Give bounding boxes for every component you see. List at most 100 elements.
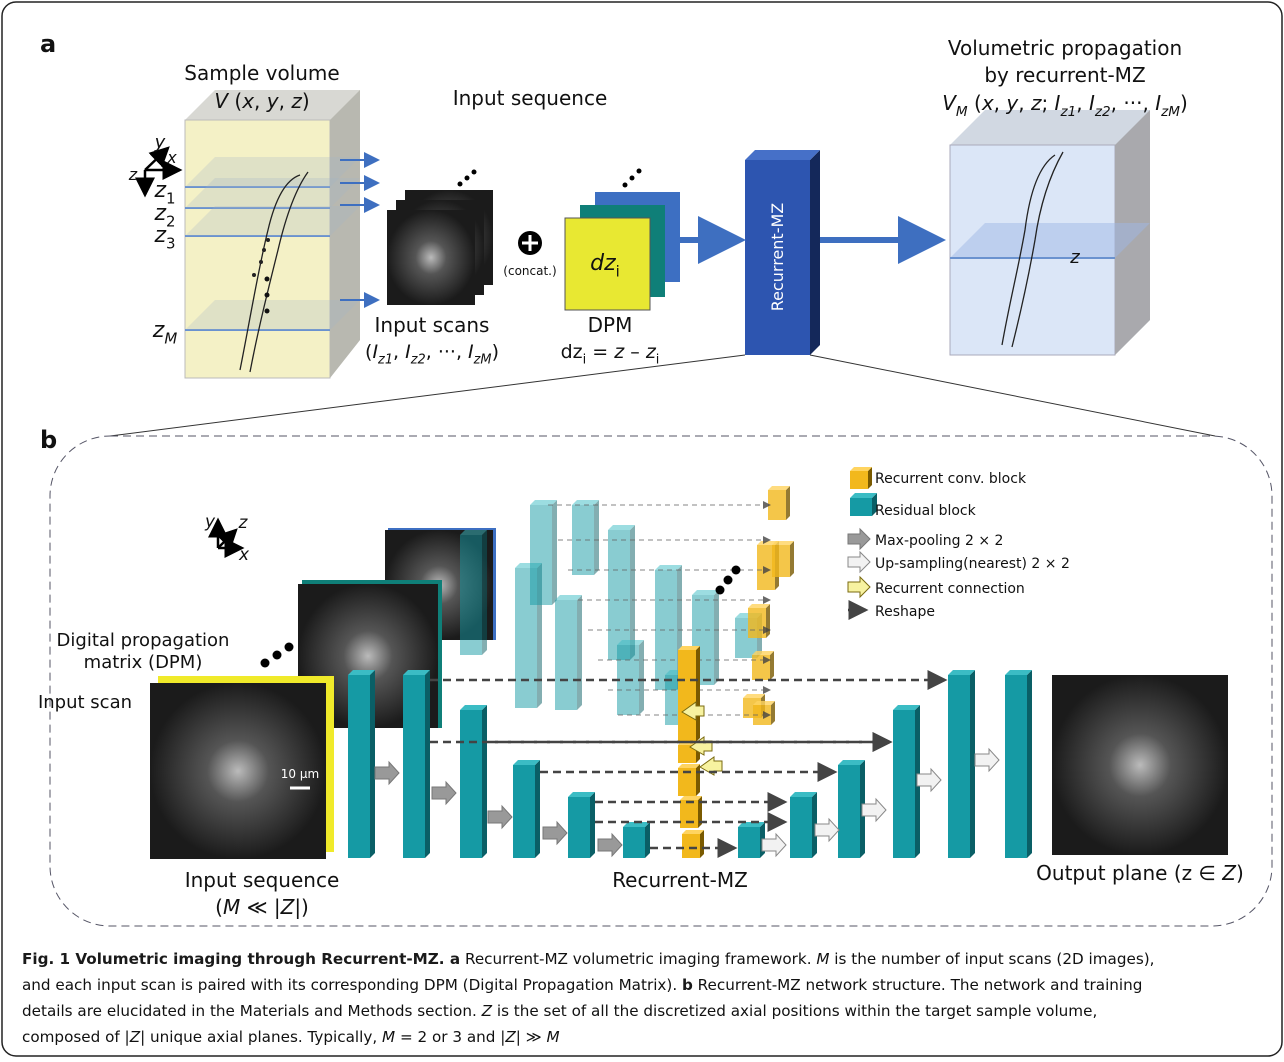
block bbox=[608, 525, 635, 660]
block-side bbox=[970, 670, 975, 858]
text-run: ( bbox=[968, 91, 982, 115]
block bbox=[748, 604, 770, 638]
block-front bbox=[348, 675, 370, 858]
text-run: z bbox=[152, 318, 165, 343]
block bbox=[403, 670, 430, 858]
text-run: details are elucidated in the Materials … bbox=[22, 1002, 482, 1020]
block-front bbox=[850, 498, 872, 516]
upsample-arrow bbox=[917, 769, 941, 791]
block bbox=[513, 760, 540, 858]
label: Input sequence bbox=[185, 868, 340, 892]
block bbox=[948, 670, 975, 858]
pool-arrow bbox=[543, 822, 567, 844]
block bbox=[850, 493, 877, 516]
block-side bbox=[790, 541, 794, 577]
output-image bbox=[1052, 675, 1228, 855]
label: DPM bbox=[588, 313, 633, 337]
text-run: , bbox=[254, 89, 267, 113]
block bbox=[572, 500, 599, 575]
block-side bbox=[535, 760, 540, 858]
block bbox=[617, 640, 644, 715]
dot bbox=[262, 248, 266, 252]
dot bbox=[259, 260, 263, 264]
block-side bbox=[425, 670, 430, 858]
dot bbox=[637, 169, 642, 174]
block-front bbox=[682, 834, 700, 858]
pool-arrow bbox=[848, 529, 870, 549]
dot bbox=[265, 293, 270, 298]
panel-label: b bbox=[40, 426, 57, 454]
text-run: ) bbox=[302, 89, 310, 113]
block-front bbox=[403, 675, 425, 858]
block bbox=[838, 760, 865, 858]
block-front bbox=[838, 765, 860, 858]
dot bbox=[261, 659, 270, 668]
text-run: M bbox=[546, 1028, 559, 1046]
text-run: ( bbox=[215, 895, 223, 919]
upsample-arrow bbox=[815, 819, 839, 841]
text-run: Z bbox=[1221, 861, 1237, 885]
formula: (M ≪ |Z|) bbox=[215, 895, 309, 919]
text-run: z2 bbox=[410, 353, 426, 368]
caption-line: and each input scan is paired with its c… bbox=[22, 976, 1142, 994]
upsample-arrow bbox=[862, 799, 886, 821]
block bbox=[682, 830, 704, 858]
block-side bbox=[594, 500, 599, 575]
text-run: 1 bbox=[166, 190, 176, 208]
label: x bbox=[238, 545, 250, 565]
network-block-side bbox=[810, 150, 820, 355]
zoom-line bbox=[810, 355, 1215, 436]
formula: dzi = z – zi bbox=[561, 341, 660, 368]
block-front bbox=[948, 675, 970, 858]
text-run: M bbox=[816, 950, 829, 968]
dot bbox=[732, 566, 741, 575]
recurrent-arrow bbox=[848, 577, 870, 597]
pool-arrow bbox=[488, 806, 512, 828]
block-front bbox=[738, 827, 760, 858]
caption-line: details are elucidated in the Materials … bbox=[22, 1002, 1097, 1020]
text-run: z1 bbox=[1059, 104, 1076, 120]
text-run: a bbox=[445, 950, 461, 968]
block bbox=[893, 705, 920, 858]
block bbox=[850, 467, 872, 489]
upsample-arrow bbox=[848, 552, 870, 572]
label: Volumetric propagation bbox=[948, 36, 1182, 60]
text-run: Output plane (z ∈ bbox=[1036, 861, 1222, 885]
text-run: z bbox=[290, 89, 302, 113]
text-run: M bbox=[164, 330, 177, 348]
block-front bbox=[772, 545, 790, 577]
label: matrix (DPM) bbox=[84, 652, 203, 673]
block bbox=[623, 822, 650, 858]
pool-arrow bbox=[432, 782, 456, 804]
block-side bbox=[590, 792, 595, 858]
block bbox=[348, 670, 375, 858]
block bbox=[1005, 670, 1032, 858]
text-run: b bbox=[682, 976, 693, 994]
text-run: i bbox=[616, 263, 620, 281]
legend-label: Recurrent connection bbox=[875, 581, 1025, 597]
block-side bbox=[714, 590, 719, 685]
block bbox=[768, 486, 790, 520]
decorations bbox=[50, 90, 1272, 926]
plane-tint bbox=[185, 178, 360, 208]
dot bbox=[472, 170, 477, 175]
text-run: Recurrent-MZ volumetric imaging framewor… bbox=[460, 950, 816, 968]
label: by recurrent-MZ bbox=[984, 63, 1145, 87]
label: Recurrent-MZ bbox=[612, 868, 748, 892]
label: Input scan bbox=[38, 692, 132, 713]
legend-label: Residual block bbox=[875, 503, 977, 519]
dot bbox=[630, 176, 635, 181]
text-run: M bbox=[382, 1028, 395, 1046]
plane-tint bbox=[185, 300, 360, 330]
block-side bbox=[696, 646, 700, 742]
pool-arrow bbox=[598, 834, 622, 856]
text-run: x bbox=[241, 89, 254, 113]
upsample-arrow bbox=[975, 749, 999, 771]
text-run: zM bbox=[473, 353, 492, 368]
text-run: M bbox=[956, 104, 968, 120]
block bbox=[530, 500, 557, 605]
block-front bbox=[530, 505, 552, 605]
block-front bbox=[893, 710, 915, 858]
text-run: is the number of input scans (2D images)… bbox=[829, 950, 1154, 968]
plane-tint bbox=[950, 223, 1150, 258]
